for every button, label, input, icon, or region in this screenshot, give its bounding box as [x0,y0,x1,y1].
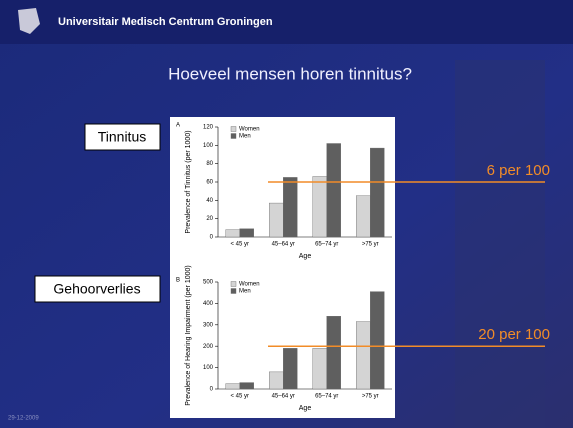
y-tick-label: 200 [203,344,214,350]
bar [269,203,283,237]
x-axis-label: Age [299,253,312,260]
x-tick-label: 65–74 yr [315,394,338,400]
bar [356,322,370,389]
y-tick-label: 20 [206,216,213,222]
legend-swatch [231,282,236,287]
reference-label: 20 per 100 [478,326,550,343]
bar [240,383,254,389]
y-tick-label: 100 [203,143,214,149]
date: 29-12-2009 [8,416,39,422]
bar [269,372,283,389]
y-tick-label: 40 [206,198,213,204]
bar [226,230,240,237]
legend-label: Men [239,134,251,140]
x-axis-label: Age [299,405,312,412]
page: Universitair Medisch Centrum Groningen H… [0,0,573,428]
bar [327,144,341,238]
bar [313,348,327,389]
x-tick-label: < 45 yr [230,242,249,248]
panel-letter: A [176,123,180,129]
y-tick-label: 80 [206,161,213,167]
y-axis-label: Prevalence of Tinnitus (per 1000) [185,130,192,233]
building-silhouette [455,60,545,428]
slide: Universitair Medisch Centrum Groningen H… [0,0,573,428]
legend-label: Women [239,282,260,288]
bar [226,384,240,389]
x-tick-label: >75 yr [362,394,379,400]
legend-label: Men [239,289,251,295]
y-tick-label: 100 [203,365,214,371]
reference-label: 6 per 100 [487,162,550,179]
y-tick-label: 400 [203,301,214,307]
label: Gehoorverlies [53,281,140,297]
y-tick-label: 120 [203,125,214,131]
x-tick-label: >75 yr [362,242,379,248]
legend-swatch [231,289,236,294]
bar [313,177,327,238]
y-tick-label: 60 [206,180,213,186]
label: Tinnitus [98,129,147,145]
y-tick-label: 500 [203,280,214,286]
panel-letter: B [176,278,180,284]
legend-swatch [231,134,236,139]
header: Universitair Medisch Centrum Groningen [58,16,273,28]
bar [370,292,384,389]
bar [240,229,254,237]
x-tick-label: < 45 yr [230,394,249,400]
bar [283,348,297,389]
x-tick-label: 45–64 yr [272,242,295,248]
bar [370,148,384,237]
bar [356,196,370,237]
x-tick-label: 65–74 yr [315,242,338,248]
legend-swatch [231,127,236,132]
y-tick-label: 300 [203,322,214,328]
bar [327,316,341,389]
bar [283,177,297,237]
y-axis-label: Prevalence of Hearing Impairment (per 10… [185,265,192,405]
slide-title: Hoeveel mensen horen tinnitus? [168,64,412,83]
x-tick-label: 45–64 yr [272,394,295,400]
legend-label: Women [239,127,260,133]
